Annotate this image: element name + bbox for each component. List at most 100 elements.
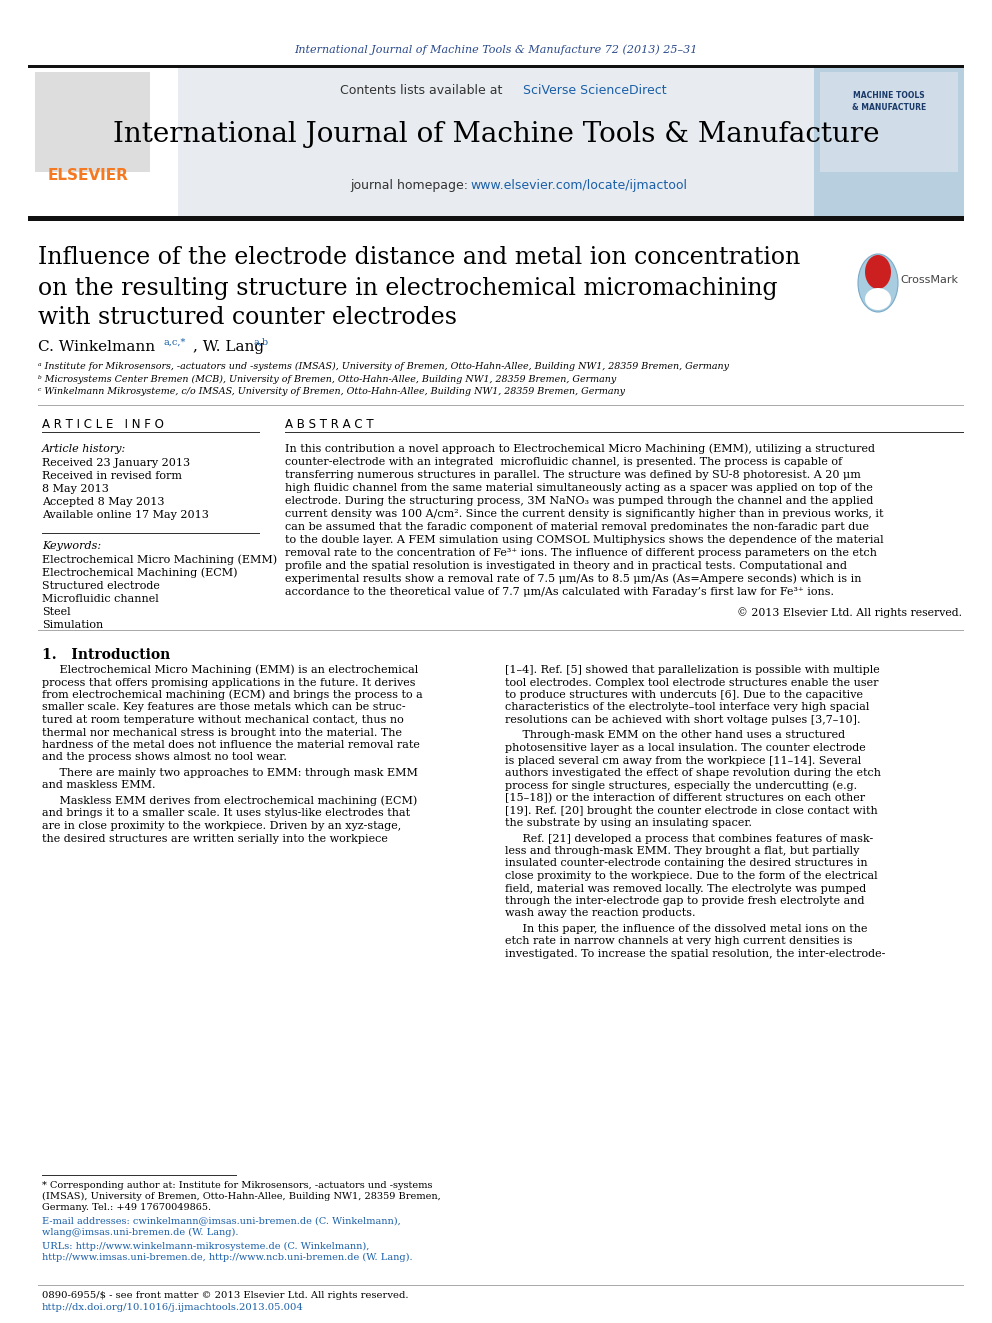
Text: MACHINE TOOLS: MACHINE TOOLS [853,90,925,99]
Text: investigated. To increase the spatial resolution, the inter-electrode-: investigated. To increase the spatial re… [505,949,886,959]
Text: a,c,*: a,c,* [163,337,186,347]
Text: International Journal of Machine Tools & Manufacture 72 (2013) 25–31: International Journal of Machine Tools &… [295,45,697,56]
Text: http://www.imsas.uni-bremen.de, http://www.ncb.uni-bremen.de (W. Lang).: http://www.imsas.uni-bremen.de, http://w… [42,1253,413,1262]
Text: SciVerse ScienceDirect: SciVerse ScienceDirect [523,83,667,97]
Text: tool electrodes. Complex tool electrode structures enable the user: tool electrodes. Complex tool electrode … [505,677,879,688]
Ellipse shape [865,255,891,288]
Text: experimental results show a removal rate of 7.5 μm/As to 8.5 μm/As (As=Ampere se: experimental results show a removal rate… [285,574,861,585]
Text: less and through-mask EMM. They brought a flat, but partially: less and through-mask EMM. They brought … [505,845,859,856]
Text: Microfluidic channel: Microfluidic channel [42,594,159,605]
Bar [28,216,964,221]
Text: authors investigated the effect of shape revolution during the etch: authors investigated the effect of shape… [505,767,881,778]
Text: E-mail addresses: cwinkelmann@imsas.uni-bremen.de (C. Winkelmann),: E-mail addresses: cwinkelmann@imsas.uni-… [42,1217,401,1225]
Text: process that offers promising applications in the future. It derives: process that offers promising applicatio… [42,677,416,688]
Text: to produce structures with undercuts [6]. Due to the capacitive: to produce structures with undercuts [6]… [505,691,863,700]
Text: wlang@imsas.uni-bremen.de (W. Lang).: wlang@imsas.uni-bremen.de (W. Lang). [42,1228,238,1237]
Text: In this contribution a novel approach to Electrochemical Micro Machining (EMM), : In this contribution a novel approach to… [285,443,875,454]
Text: can be assumed that the faradic component of material removal predominates the n: can be assumed that the faradic componen… [285,523,869,532]
Text: with structured counter electrodes: with structured counter electrodes [38,307,457,329]
Text: Article history:: Article history: [42,445,126,454]
Text: & MANUFACTURE: & MANUFACTURE [852,102,927,111]
Text: journal homepage:: journal homepage: [350,179,472,192]
Text: Contents lists available at: Contents lists available at [340,83,506,97]
Text: Steel: Steel [42,607,70,617]
Bar [178,67,814,216]
Text: thermal nor mechanical stress is brought into the material. The: thermal nor mechanical stress is brought… [42,728,402,737]
Text: accordance to the theoretical value of 7.7 μm/As calculated with Faraday’s first: accordance to the theoretical value of 7… [285,587,834,597]
Bar [28,65,964,67]
Text: 8 May 2013: 8 May 2013 [42,484,109,493]
Text: etch rate in narrow channels at very high current densities is: etch rate in narrow channels at very hig… [505,937,852,946]
Text: wash away the reaction products.: wash away the reaction products. [505,909,695,918]
Text: * Corresponding author at: Institute for Mikrosensors, -actuators und -systems: * Corresponding author at: Institute for… [42,1180,433,1189]
Text: Received 23 January 2013: Received 23 January 2013 [42,458,190,468]
Text: counter-electrode with an integrated  microfluidic channel, is presented. The pr: counter-electrode with an integrated mic… [285,456,842,467]
Text: Available online 17 May 2013: Available online 17 May 2013 [42,509,209,520]
Text: Germany. Tel.: +49 17670049865.: Germany. Tel.: +49 17670049865. [42,1203,211,1212]
Text: on the resulting structure in electrochemical micromachining: on the resulting structure in electroche… [38,277,778,299]
Text: ᵇ Microsystems Center Bremen (MCB), University of Bremen, Otto-Hahn-Allee, Build: ᵇ Microsystems Center Bremen (MCB), Univ… [38,374,616,384]
Text: (IMSAS), University of Bremen, Otto-Hahn-Allee, Building NW1, 28359 Bremen,: (IMSAS), University of Bremen, Otto-Hahn… [42,1192,440,1200]
Text: is placed several cm away from the workpiece [11–14]. Several: is placed several cm away from the workp… [505,755,861,766]
Text: ᶜ Winkelmann Mikrosysteme, c/o IMSAS, University of Bremen, Otto-Hahn-Allee, Bui: ᶜ Winkelmann Mikrosysteme, c/o IMSAS, Un… [38,388,625,397]
Text: Keywords:: Keywords: [42,541,101,550]
Text: © 2013 Elsevier Ltd. All rights reserved.: © 2013 Elsevier Ltd. All rights reserved… [737,607,962,618]
Text: characteristics of the electrolyte–tool interface very high spacial: characteristics of the electrolyte–tool … [505,703,869,713]
Text: process for single structures, especially the undercutting (e.g.: process for single structures, especiall… [505,781,857,791]
Text: hardness of the metal does not influence the material removal rate: hardness of the metal does not influence… [42,740,420,750]
Text: , W. Lang: , W. Lang [193,340,264,355]
Bar [814,67,964,216]
Text: 1.   Introduction: 1. Introduction [42,648,171,662]
Text: Structured electrode: Structured electrode [42,581,160,591]
Text: ᵃ Institute for Mikrosensors, -actuators und -systems (IMSAS), University of Bre: ᵃ Institute for Mikrosensors, -actuators… [38,361,729,370]
Text: www.elsevier.com/locate/ijmactool: www.elsevier.com/locate/ijmactool [470,179,687,192]
Text: current density was 100 A/cm². Since the current density is significantly higher: current density was 100 A/cm². Since the… [285,509,884,519]
Text: transferring numerous structures in parallel. The structure was defined by SU-8 : transferring numerous structures in para… [285,470,861,480]
Text: ELSEVIER: ELSEVIER [48,168,128,183]
Text: In this paper, the influence of the dissolved metal ions on the: In this paper, the influence of the diss… [505,923,867,934]
Text: and brings it to a smaller scale. It uses stylus-like electrodes that: and brings it to a smaller scale. It use… [42,808,410,819]
Text: [1–4]. Ref. [5] showed that parallelization is possible with multiple: [1–4]. Ref. [5] showed that parallelizat… [505,665,880,675]
Text: electrode. During the structuring process, 3M NaNO₃ was pumped through the chann: electrode. During the structuring proces… [285,496,873,505]
Text: Through-mask EMM on the other hand uses a structured: Through-mask EMM on the other hand uses … [505,730,845,741]
Bar [35,71,150,172]
Ellipse shape [858,254,898,312]
Text: http://dx.doi.org/10.1016/j.ijmachtools.2013.05.004: http://dx.doi.org/10.1016/j.ijmachtools.… [42,1303,304,1312]
Text: Simulation: Simulation [42,620,103,630]
Text: smaller scale. Key features are those metals which can be struc-: smaller scale. Key features are those me… [42,703,406,713]
Text: A R T I C L E   I N F O: A R T I C L E I N F O [42,418,164,431]
Text: high fluidic channel from the same material simultaneously acting as a spacer wa: high fluidic channel from the same mater… [285,483,873,493]
Text: Influence of the electrode distance and metal ion concentration: Influence of the electrode distance and … [38,246,801,270]
Text: There are mainly two approaches to EMM: through mask EMM: There are mainly two approaches to EMM: … [42,767,418,778]
Text: International Journal of Machine Tools & Manufacture: International Journal of Machine Tools &… [113,122,879,148]
Text: [15–18]) or the interaction of different structures on each other: [15–18]) or the interaction of different… [505,792,865,803]
Text: Electrochemical Micro Machining (EMM): Electrochemical Micro Machining (EMM) [42,554,277,565]
Text: Received in revised form: Received in revised form [42,471,182,482]
Text: are in close proximity to the workpiece. Driven by an xyz-stage,: are in close proximity to the workpiece.… [42,822,401,831]
Text: resolutions can be achieved with short voltage pulses [3,7–10].: resolutions can be achieved with short v… [505,714,860,725]
Text: insulated counter-electrode containing the desired structures in: insulated counter-electrode containing t… [505,859,868,868]
Text: Maskless EMM derives from electrochemical machining (ECM): Maskless EMM derives from electrochemica… [42,795,418,806]
Text: removal rate to the concentration of Fe³⁺ ions. The influence of different proce: removal rate to the concentration of Fe³… [285,548,877,558]
Text: tured at room temperature without mechanical contact, thus no: tured at room temperature without mechan… [42,714,404,725]
Text: the desired structures are written serially into the workpiece: the desired structures are written seria… [42,833,388,844]
Ellipse shape [865,288,891,310]
Text: Electrochemical Micro Machining (EMM) is an electrochemical: Electrochemical Micro Machining (EMM) is… [42,664,419,675]
Text: photosensitive layer as a local insulation. The counter electrode: photosensitive layer as a local insulati… [505,744,866,753]
Text: CrossMark: CrossMark [900,275,958,284]
Text: URLs: http://www.winkelmann-mikrosysteme.de (C. Winkelmann),: URLs: http://www.winkelmann-mikrosysteme… [42,1241,369,1250]
Text: Ref. [21] developed a process that combines features of mask-: Ref. [21] developed a process that combi… [505,833,873,844]
Text: [19]. Ref. [20] brought the counter electrode in close contact with: [19]. Ref. [20] brought the counter elec… [505,806,878,815]
Text: 0890-6955/$ - see front matter © 2013 Elsevier Ltd. All rights reserved.: 0890-6955/$ - see front matter © 2013 El… [42,1290,409,1299]
Bar [820,71,958,172]
Text: A B S T R A C T: A B S T R A C T [285,418,374,431]
Text: profile and the spatial resolution is investigated in theory and in practical te: profile and the spatial resolution is in… [285,561,847,572]
Text: a,b: a,b [253,337,268,347]
Text: Electrochemical Machining (ECM): Electrochemical Machining (ECM) [42,568,237,578]
Text: field, material was removed locally. The electrolyte was pumped: field, material was removed locally. The… [505,884,866,893]
Bar [28,67,178,216]
Text: the substrate by using an insulating spacer.: the substrate by using an insulating spa… [505,818,752,828]
Text: from electrochemical machining (ECM) and brings the process to a: from electrochemical machining (ECM) and… [42,689,423,700]
Text: close proximity to the workpiece. Due to the form of the electrical: close proximity to the workpiece. Due to… [505,871,878,881]
Text: Accepted 8 May 2013: Accepted 8 May 2013 [42,497,165,507]
